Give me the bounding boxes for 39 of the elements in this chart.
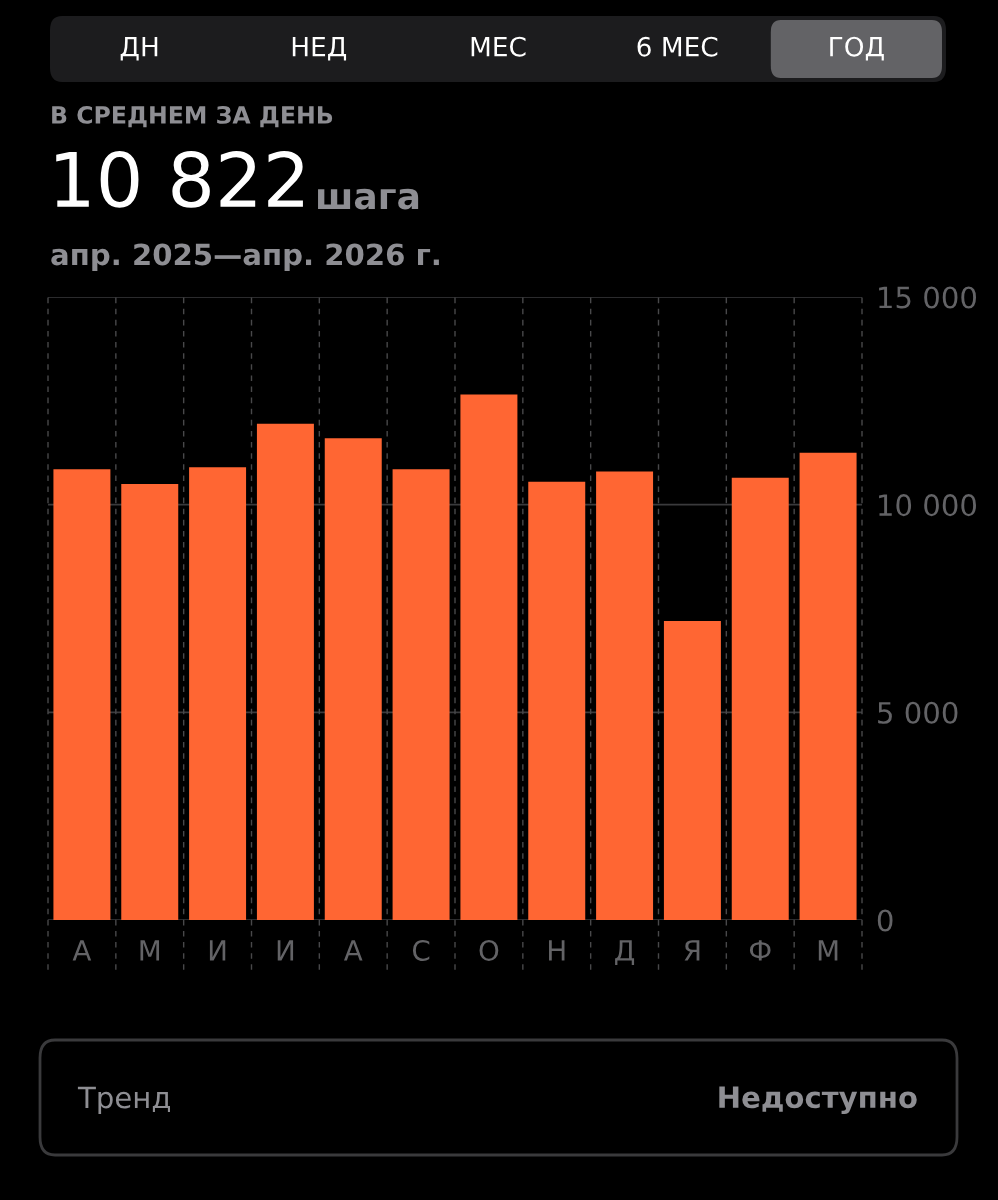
x-tick-label: М <box>140 940 160 961</box>
bar <box>460 394 518 920</box>
text: Недоступно <box>719 1086 917 1115</box>
chart-title: 10 822 <box>56 151 303 208</box>
bar <box>256 423 314 920</box>
bar <box>189 467 247 920</box>
text: ДН <box>120 37 158 61</box>
text: 6 МЕС <box>637 36 718 57</box>
bar <box>528 481 586 920</box>
bar <box>663 620 721 920</box>
x-tick-label: Н <box>549 940 565 961</box>
text: ГОД <box>830 36 884 61</box>
x-tick-label: А <box>72 940 92 961</box>
x-tick-label: М <box>818 940 838 961</box>
bar <box>596 471 654 920</box>
bar <box>53 469 111 920</box>
x-tick-label: А <box>343 940 363 961</box>
x-tick-label: Д <box>615 940 635 965</box>
text: шага <box>318 188 419 210</box>
text: В СРЕДНЕМ ЗА ДЕНЬ <box>52 105 333 128</box>
text: Тренд <box>77 1086 170 1115</box>
y-tick-label: 5 000 <box>878 701 958 724</box>
chart-subtitle: апр. 2025—апр. 2026 г. <box>51 243 439 272</box>
x-tick-label: Я <box>684 940 700 961</box>
y-tick-label: 10 000 <box>879 494 977 517</box>
bar <box>799 452 857 920</box>
x-tick-label: Ф <box>749 940 771 961</box>
bar <box>324 438 382 920</box>
x-tick-label: О <box>479 939 499 961</box>
bar <box>121 483 179 920</box>
text: НЕД <box>292 37 347 61</box>
y-tick-label: 15 000 <box>879 286 977 309</box>
x-tick-label: И <box>209 940 226 961</box>
text: МЕС <box>471 36 526 57</box>
x-tick-label: С <box>412 939 430 961</box>
bar <box>392 469 450 920</box>
bar <box>731 477 789 920</box>
x-tick-label: И <box>277 940 294 961</box>
y-tick-label: 0 <box>877 909 893 932</box>
